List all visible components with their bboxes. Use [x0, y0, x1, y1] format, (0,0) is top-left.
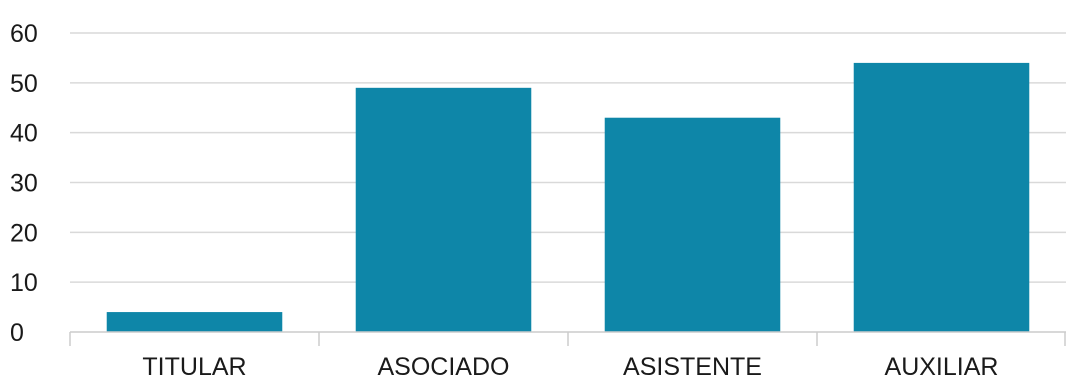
y-tick-label-50: 50: [10, 70, 38, 98]
y-tick-label-40: 40: [10, 120, 38, 148]
x-tick-label-asociado: ASOCIADO: [378, 353, 510, 381]
y-axis-ticks: 0 10 20 30 40 50 60: [10, 20, 38, 347]
bars: [106, 62, 1030, 333]
x-tick-label-titular: TITULAR: [142, 353, 246, 381]
bar-titular: [106, 312, 283, 332]
x-axis: TITULAR ASOCIADO ASISTENTE AUXILIAR: [69, 331, 1066, 381]
y-tick-label-0: 0: [10, 319, 24, 347]
y-tick-label-30: 30: [10, 170, 38, 198]
y-tick-label-20: 20: [10, 219, 38, 247]
x-tick-label-asistente: ASISTENTE: [623, 353, 762, 381]
y-tick-label-10: 10: [10, 269, 38, 297]
y-tick-label-60: 60: [10, 20, 38, 48]
bar-asistente: [604, 117, 781, 332]
bar-auxiliar: [853, 62, 1030, 333]
x-tick-label-auxiliar: AUXILIAR: [885, 353, 999, 381]
bar-asociado: [355, 87, 532, 332]
